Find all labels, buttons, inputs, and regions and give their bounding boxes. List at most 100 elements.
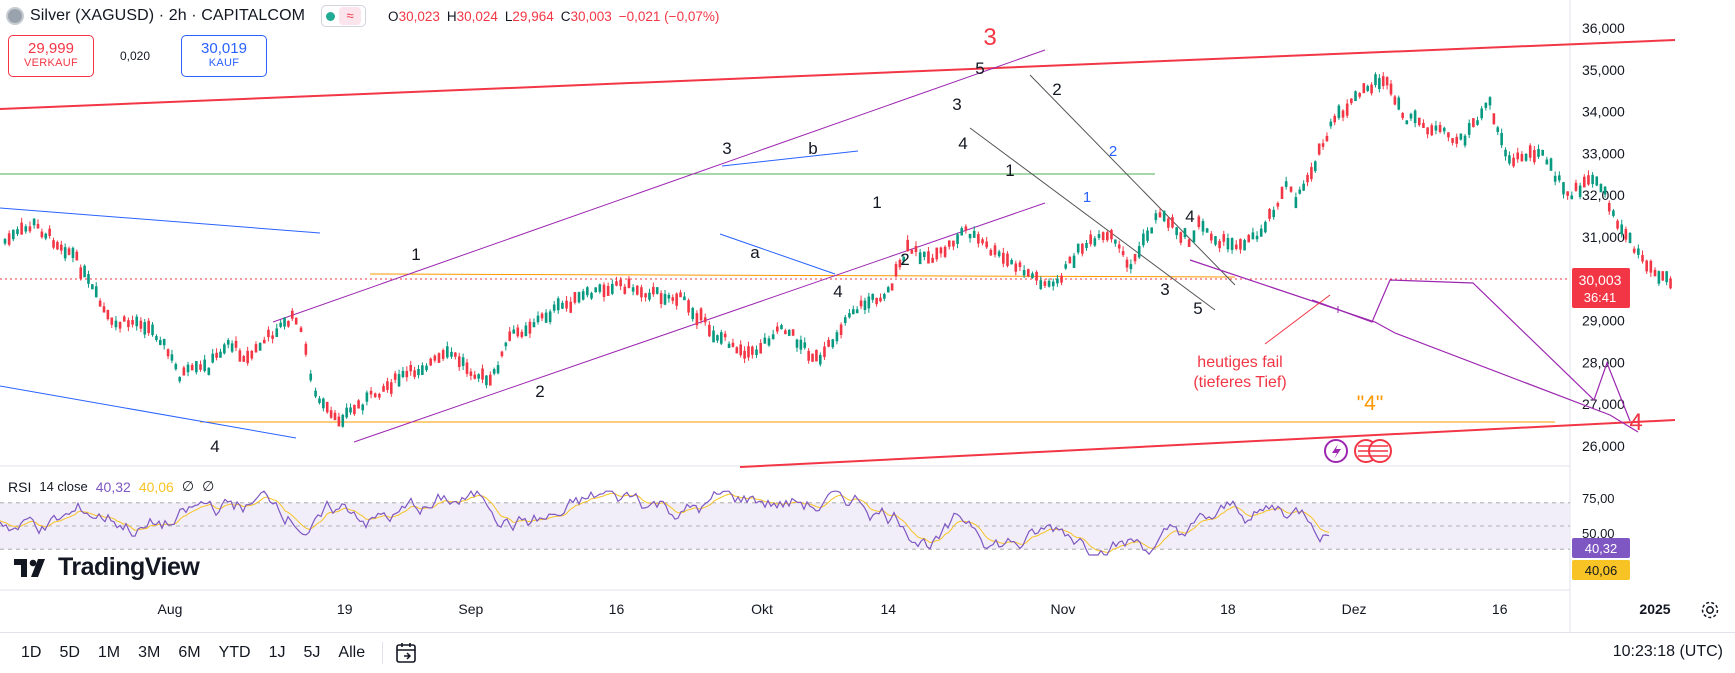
candle-body [1653,269,1657,277]
symbol-title[interactable]: Silver (XAGUSD) · 2h · CAPITALCOM [30,7,306,24]
candle-body [158,340,162,345]
rsi-tick-label: 50,00 [1582,526,1615,541]
note-tieferes-tief: (tieferes Tief) [1193,374,1286,391]
candle-body [401,370,405,378]
candle-body [87,274,90,284]
candle-body [1317,143,1321,155]
range-1d[interactable]: 1D [21,644,42,661]
wave-label-1-blue: 1 [1083,189,1091,206]
change-value: −0,021 (−0,07%) [618,8,720,24]
range-1m[interactable]: 1M [97,644,121,661]
candle-body [1064,264,1068,269]
candle-body [162,338,166,346]
candle-body [446,346,449,358]
candle-body [1002,252,1005,264]
candle-body [1259,228,1263,237]
candle-body [1624,229,1628,240]
candle-body [287,320,290,327]
candle-body [827,339,830,347]
candle-body [361,404,365,411]
candle-body [848,313,851,318]
candle-body [1641,255,1644,262]
candle-body [985,241,988,248]
candle-body [1492,113,1496,125]
candle-body [1085,242,1088,249]
candle-body [791,329,795,336]
candle-body [648,292,651,300]
rsi-tick-label: 75,00 [1582,491,1615,506]
range-1j[interactable]: 1J [268,644,286,661]
candle-body [1378,78,1381,90]
current-price-badge [1572,268,1630,308]
candle-body [1167,218,1170,228]
candle-body [1018,262,1022,267]
candle-body [1329,121,1333,127]
candle-body [619,279,622,287]
candle-body [1081,243,1084,254]
candle-body [333,412,337,421]
gear-icon[interactable] [1700,600,1720,620]
blue-trendline [719,233,836,275]
candle-body [867,296,871,309]
range-ytd[interactable]: YTD [218,644,251,661]
candle-body [1472,118,1475,128]
spread-value: 0,020 [120,49,151,63]
candle-body [1264,221,1267,233]
candle-body [548,311,552,323]
candle-body [325,402,329,413]
candle-body [166,349,170,357]
market-status-pill[interactable]: ≈ [321,5,367,27]
candle-body [1171,217,1174,228]
range-6m[interactable]: 6M [178,644,201,661]
candle-body [110,317,114,325]
range-all[interactable]: Alle [338,644,366,661]
candle-body [1106,232,1109,241]
ohlc-legend: O30,023 H30,024 L29,964 C30,003 −0,021 (… [388,9,719,24]
range-5d[interactable]: 5D [59,644,80,661]
candle-body [767,338,771,346]
candle-body [1413,110,1417,124]
candle-body [1214,236,1217,245]
candle-body [855,309,859,314]
candle-body [508,331,512,341]
low-key: L [504,8,513,24]
candle-body [1533,150,1536,163]
rsi-legend[interactable]: RSI 14 close 40,32 40,06 ∅ ∅ [8,478,214,495]
range-3m[interactable]: 3M [138,644,161,661]
goto-date-calendar-icon[interactable] [395,642,419,664]
candle-body [972,230,976,238]
candle-body [1520,154,1524,162]
candle-body [1612,210,1615,216]
candle-body [1255,235,1259,240]
candle-body [71,247,75,258]
candle-body [1374,74,1377,86]
buy-button[interactable]: 30,019 KAUF [181,35,267,77]
candle-body [56,241,59,250]
tradingview-logo-icon [14,558,45,577]
sell-button[interactable]: 29,999 VERKAUF [8,35,94,77]
buy-price: 30,019 [201,40,247,57]
candle-body [1251,232,1255,240]
candle-body [329,410,333,418]
candle-body [294,317,298,325]
candle-body [1587,175,1590,185]
candle-body [671,297,675,301]
wave-label-4: 4 [833,282,842,301]
candle-body [143,322,147,335]
candle-body [716,335,719,341]
candle-body [1463,135,1467,146]
tradingview-logo[interactable]: TradingView [14,553,200,582]
candle-body [644,293,647,298]
candle-body [623,286,627,294]
utc-clock[interactable]: 10:23:18 (UTC) [1612,643,1723,660]
candle-body [337,416,341,427]
candle-body [823,346,826,358]
range-5j[interactable]: 5J [303,644,321,661]
candle-body [1129,264,1133,270]
candle-body [520,331,524,338]
rsi-ma-axis-value: 40,06 [1585,563,1618,578]
candle-body [409,364,413,372]
candle-body [981,239,984,244]
candle-body [699,308,703,321]
